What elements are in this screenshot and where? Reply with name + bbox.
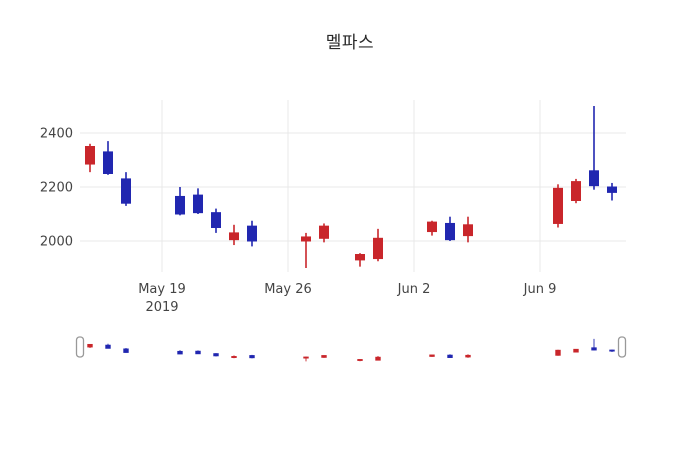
rangeslider-candle-body [375, 356, 381, 361]
x-tick-label: May 26 [264, 282, 312, 297]
rangeslider-candle-body [555, 349, 561, 356]
rangeslider-candle-body [591, 347, 597, 351]
rangeslider-candle-body [249, 355, 255, 359]
candle-body[interactable] [553, 187, 563, 224]
rangeslider-candle-body [357, 359, 363, 361]
rangeslider-candle-body [465, 354, 471, 358]
rangeslider-candle-body [123, 348, 129, 353]
candle-body[interactable] [463, 224, 473, 237]
candle-body[interactable] [229, 232, 239, 241]
candle-body[interactable] [427, 221, 437, 233]
candle-body[interactable] [445, 222, 455, 241]
candle-body[interactable] [301, 236, 311, 242]
rangeslider-handle-right[interactable] [617, 336, 627, 358]
candle-body[interactable] [85, 146, 95, 165]
candle-body[interactable] [589, 170, 599, 187]
y-tick-label: 2400 [40, 127, 73, 142]
rangeslider-handle-left[interactable] [75, 336, 85, 358]
candle-body[interactable] [571, 181, 581, 202]
candle-body[interactable] [121, 178, 131, 204]
candle-body[interactable] [607, 186, 617, 193]
x-tick-sublabel: 2019 [145, 300, 178, 315]
rangeslider-candle-body [321, 355, 327, 358]
rangeslider-candle-body [231, 356, 237, 358]
rangeslider-candle-body [213, 353, 219, 357]
candle-body[interactable] [175, 195, 185, 215]
x-tick-label: Jun 2 [397, 282, 431, 297]
y-tick-label: 2000 [40, 235, 73, 250]
candle-body[interactable] [211, 212, 221, 228]
plot-area[interactable] [80, 100, 626, 272]
candle-body[interactable] [247, 225, 257, 242]
rangeslider-candle-body [177, 350, 183, 355]
rangeslider-candle-body [429, 354, 435, 357]
rangeslider-candle-body [447, 354, 453, 358]
rangeslider-candle-body [195, 350, 201, 355]
rangeslider-candle-body [303, 356, 309, 359]
rangeslider-candle-body [573, 348, 579, 353]
candle-body[interactable] [355, 254, 365, 261]
candle-body[interactable] [319, 225, 329, 239]
candle-body[interactable] [373, 237, 383, 260]
candle-body[interactable] [103, 151, 113, 174]
x-tick-label: Jun 9 [523, 282, 557, 297]
x-tick-label: May 19 [138, 282, 186, 297]
rangeslider-track[interactable] [80, 334, 622, 364]
candle-body[interactable] [193, 194, 203, 214]
rangeslider-candle-body [609, 349, 615, 352]
y-tick-label: 2200 [40, 181, 73, 196]
rangeslider-candle-body [87, 343, 93, 348]
chart-title: 멜파스 [325, 33, 375, 53]
rangeslider-candle-body [105, 344, 111, 349]
